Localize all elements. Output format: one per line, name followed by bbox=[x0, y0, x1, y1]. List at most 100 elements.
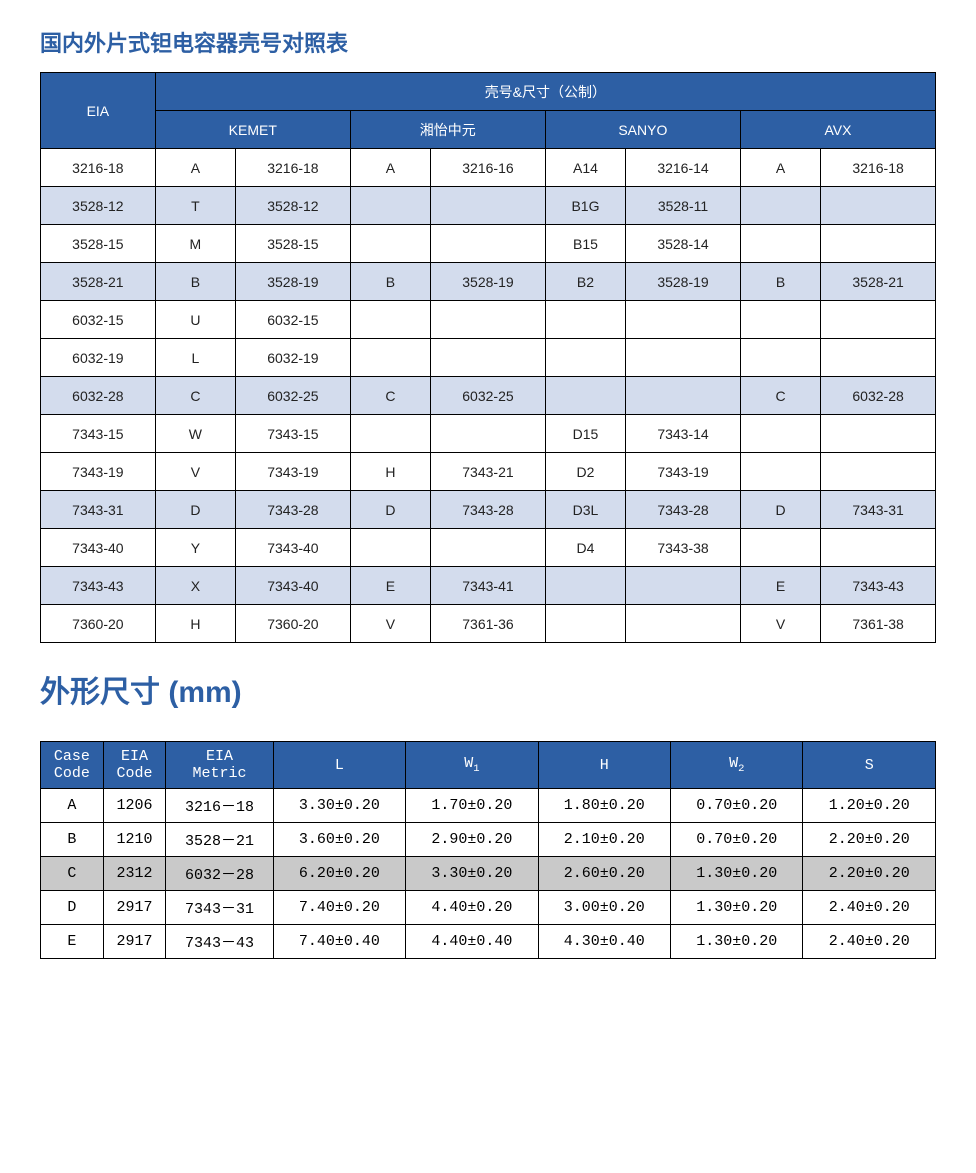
cell-S: 2.40±0.20 bbox=[803, 891, 936, 925]
cell-value: 7343-38 bbox=[626, 529, 741, 567]
cell-value: B2 bbox=[545, 263, 625, 301]
table-row: B12103528－213.60±0.202.90±0.202.10±0.200… bbox=[41, 823, 936, 857]
cell-eia: 1210 bbox=[103, 823, 166, 857]
cell-value: B15 bbox=[545, 225, 625, 263]
cell-L: 6.20±0.20 bbox=[273, 857, 405, 891]
cell-W2: 1.30±0.20 bbox=[671, 857, 803, 891]
header-H: H bbox=[538, 742, 670, 789]
cell-eia: 2312 bbox=[103, 857, 166, 891]
cell-value: 6032-19 bbox=[236, 339, 351, 377]
cell-case: D bbox=[41, 891, 104, 925]
cell-value: 7361-36 bbox=[431, 605, 546, 643]
cell-value: U bbox=[155, 301, 235, 339]
cell-W1: 3.30±0.20 bbox=[406, 857, 538, 891]
table-row: 7343-43X7343-40E7343-41E7343-43 bbox=[41, 567, 936, 605]
cell-value: 7343-28 bbox=[236, 491, 351, 529]
cell-value: 3528-19 bbox=[236, 263, 351, 301]
cell-value: 7343-15 bbox=[236, 415, 351, 453]
cell-value bbox=[821, 529, 936, 567]
header-group: 壳号&尺寸（公制） bbox=[155, 73, 935, 111]
cell-eia: 6032-28 bbox=[41, 377, 156, 415]
cell-value: D3L bbox=[545, 491, 625, 529]
cell-metric: 7343－31 bbox=[166, 891, 273, 925]
table-row: 6032-15U6032-15 bbox=[41, 301, 936, 339]
table-row: D29177343－317.40±0.204.40±0.203.00±0.201… bbox=[41, 891, 936, 925]
cell-case: B bbox=[41, 823, 104, 857]
cell-value: B bbox=[740, 263, 820, 301]
cell-value: 3528-12 bbox=[236, 187, 351, 225]
cell-value: 3528-19 bbox=[431, 263, 546, 301]
header-maker-xiangyi: 湘怡中元 bbox=[350, 111, 545, 149]
cell-W1: 1.70±0.20 bbox=[406, 789, 538, 823]
cell-value: 3216-18 bbox=[236, 149, 351, 187]
header-eia-metric: EIAMetric bbox=[166, 742, 273, 789]
cell-value: E bbox=[740, 567, 820, 605]
cell-value: 3528-14 bbox=[626, 225, 741, 263]
cell-value bbox=[545, 605, 625, 643]
cell-L: 7.40±0.40 bbox=[273, 925, 405, 959]
table-row: E29177343－437.40±0.404.40±0.404.30±0.401… bbox=[41, 925, 936, 959]
cell-case: A bbox=[41, 789, 104, 823]
cell-S: 2.40±0.20 bbox=[803, 925, 936, 959]
cell-value: D bbox=[155, 491, 235, 529]
header-maker-avx: AVX bbox=[740, 111, 935, 149]
cell-eia: 6032-15 bbox=[41, 301, 156, 339]
cell-value: 7343-41 bbox=[431, 567, 546, 605]
table2-title: 外形尺寸 (mm) bbox=[40, 667, 936, 711]
table1-title: 国内外片式钽电容器壳号对照表 bbox=[40, 26, 936, 58]
cell-value bbox=[350, 339, 430, 377]
header-S: S bbox=[803, 742, 936, 789]
cell-S: 1.20±0.20 bbox=[803, 789, 936, 823]
cell-value: 6032-25 bbox=[431, 377, 546, 415]
cell-eia: 1206 bbox=[103, 789, 166, 823]
table-row: A12063216－183.30±0.201.70±0.201.80±0.200… bbox=[41, 789, 936, 823]
cell-value bbox=[740, 225, 820, 263]
cell-value bbox=[821, 415, 936, 453]
cell-value bbox=[431, 415, 546, 453]
cell-value bbox=[431, 225, 546, 263]
cell-value: 3528-19 bbox=[626, 263, 741, 301]
cell-value: E bbox=[350, 567, 430, 605]
cell-value bbox=[740, 453, 820, 491]
cell-metric: 7343－43 bbox=[166, 925, 273, 959]
case-code-comparison-table: EIA 壳号&尺寸（公制） KEMET 湘怡中元 SANYO AVX 3216-… bbox=[40, 72, 936, 643]
cell-S: 2.20±0.20 bbox=[803, 823, 936, 857]
cell-value bbox=[350, 301, 430, 339]
cell-value: 7361-38 bbox=[821, 605, 936, 643]
cell-W2: 1.30±0.20 bbox=[671, 925, 803, 959]
cell-W1: 4.40±0.40 bbox=[406, 925, 538, 959]
cell-value: 7343-21 bbox=[431, 453, 546, 491]
cell-value: 7343-14 bbox=[626, 415, 741, 453]
cell-value bbox=[821, 225, 936, 263]
cell-eia: 3528-12 bbox=[41, 187, 156, 225]
cell-value bbox=[740, 339, 820, 377]
cell-value: 7343-31 bbox=[821, 491, 936, 529]
header-case-code: CaseCode bbox=[41, 742, 104, 789]
cell-value: 6032-15 bbox=[236, 301, 351, 339]
table-row: C23126032－286.20±0.203.30±0.202.60±0.201… bbox=[41, 857, 936, 891]
cell-value: 6032-28 bbox=[821, 377, 936, 415]
cell-eia: 3216-18 bbox=[41, 149, 156, 187]
cell-value: A bbox=[350, 149, 430, 187]
cell-value: B bbox=[155, 263, 235, 301]
table-row: 6032-28C6032-25C6032-25C6032-28 bbox=[41, 377, 936, 415]
cell-value: A bbox=[740, 149, 820, 187]
table-row: 7343-40Y7343-40D47343-38 bbox=[41, 529, 936, 567]
cell-value: 7343-19 bbox=[236, 453, 351, 491]
table-row: 7360-20H7360-20V7361-36V7361-38 bbox=[41, 605, 936, 643]
cell-value: D bbox=[740, 491, 820, 529]
cell-value: C bbox=[740, 377, 820, 415]
cell-value: B bbox=[350, 263, 430, 301]
cell-value: 3216-16 bbox=[431, 149, 546, 187]
table-row: 7343-15W7343-15D157343-14 bbox=[41, 415, 936, 453]
cell-H: 1.80±0.20 bbox=[538, 789, 670, 823]
cell-value: X bbox=[155, 567, 235, 605]
header-eia: EIA bbox=[41, 73, 156, 149]
cell-value bbox=[626, 339, 741, 377]
table-row: 3216-18A3216-18A3216-16A143216-14A3216-1… bbox=[41, 149, 936, 187]
cell-eia: 3528-21 bbox=[41, 263, 156, 301]
cell-eia: 2917 bbox=[103, 925, 166, 959]
cell-value: 7343-28 bbox=[626, 491, 741, 529]
dimension-table: CaseCode EIACode EIAMetric L W1 H W2 S A… bbox=[40, 741, 936, 959]
cell-value: V bbox=[350, 605, 430, 643]
